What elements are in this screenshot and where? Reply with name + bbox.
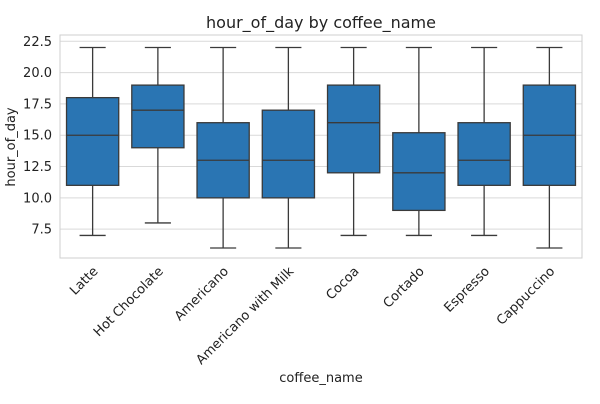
y-tick-label: 15.0 [23,129,52,144]
iqr-box [457,122,511,186]
plot-frame [59,34,583,259]
y-tick-label: 17.5 [23,97,52,112]
boxes-layer [65,46,577,249]
x-tick-label: Cortado [381,264,428,311]
y-tick-label: 7.5 [31,223,52,238]
box-group-americano-with-milk [261,46,316,249]
x-axis-label: coffee_name [279,371,362,386]
box-group-americano [196,46,250,249]
y-tick-label: 10.0 [23,191,52,206]
iqr-box [326,84,381,174]
y-tick-label: 22.5 [23,35,52,50]
y-axis-ticks: 7.5 10.0 12.5 15.0 17.5 20.0 22.5 [23,35,52,238]
x-tick-label: Americano [172,264,232,324]
x-tick-label: Espresso [441,264,493,316]
box-group-cappuccino [522,46,577,249]
y-tick-label: 20.0 [23,66,52,81]
y-tick-label: 12.5 [23,160,52,175]
x-tick-label: Cappuccino [494,264,558,328]
box-group-cocoa [326,46,381,237]
iqr-box [261,109,316,199]
box-group-cortado [392,46,446,237]
y-axis-label: hour_of_day [4,107,19,187]
x-tick-label: Latte [67,264,101,298]
x-tick-label: Cocoa [323,264,362,303]
iqr-box [131,84,185,149]
chart-title: hour_of_day by coffee_name [206,13,436,33]
box-group-latte [65,46,120,237]
box-group-hot-chocolate [131,46,185,224]
iqr-box [392,132,446,212]
iqr-box [65,96,120,186]
box-group-espresso [457,46,511,237]
x-tick-label: Hot Chocolate [91,264,167,340]
